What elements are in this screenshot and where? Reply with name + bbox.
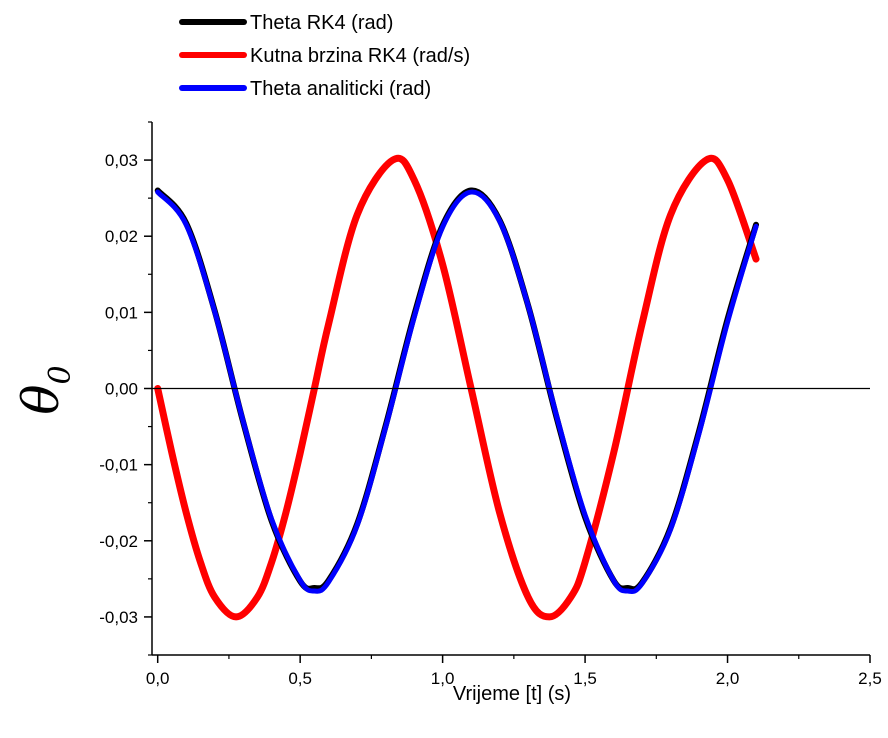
series-line-2 xyxy=(155,189,759,595)
x-tick-label: 1,0 xyxy=(431,669,455,688)
legend-label: Kutna brzina RK4 (rad/s) xyxy=(250,45,470,67)
y-tick-label: 0,03 xyxy=(105,151,138,170)
series-line-0 xyxy=(154,187,760,593)
legend-label: Theta analiticki (rad) xyxy=(250,78,431,100)
y-tick-label: -0,01 xyxy=(99,456,138,475)
y-tick-label: 0,01 xyxy=(105,303,138,322)
x-tick-label: 2,0 xyxy=(716,669,740,688)
y-tick-label: 0,00 xyxy=(105,380,138,399)
y-tick-label: 0,02 xyxy=(105,227,138,246)
x-tick-label: 1,5 xyxy=(573,669,597,688)
y-axis-title: θ0 xyxy=(12,365,78,414)
y-axis-title-symbol: θ xyxy=(12,384,70,414)
plot-lines xyxy=(154,154,760,621)
x-tick-label: 2,5 xyxy=(858,669,882,688)
series-line-1 xyxy=(154,154,760,621)
legend: Theta RK4 (rad) Kutna brzina RK4 (rad/s) T… xyxy=(179,12,470,100)
y-tick-label: -0,02 xyxy=(99,532,138,551)
y-axis-title-subscript: 0 xyxy=(43,365,78,384)
axes: 0,03 0,02 0,01 0,00 -0,01 -0,02 -0,03 0,0 0,5 1,0… xyxy=(99,121,882,688)
x-tick-label: 0,0 xyxy=(146,669,170,688)
x-axis-title: Vrijeme [t] (s) xyxy=(453,683,571,705)
x-tick-label: 0,5 xyxy=(288,669,312,688)
y-tick-label: -0,03 xyxy=(99,608,138,627)
legend-label: Theta RK4 (rad) xyxy=(250,12,393,34)
